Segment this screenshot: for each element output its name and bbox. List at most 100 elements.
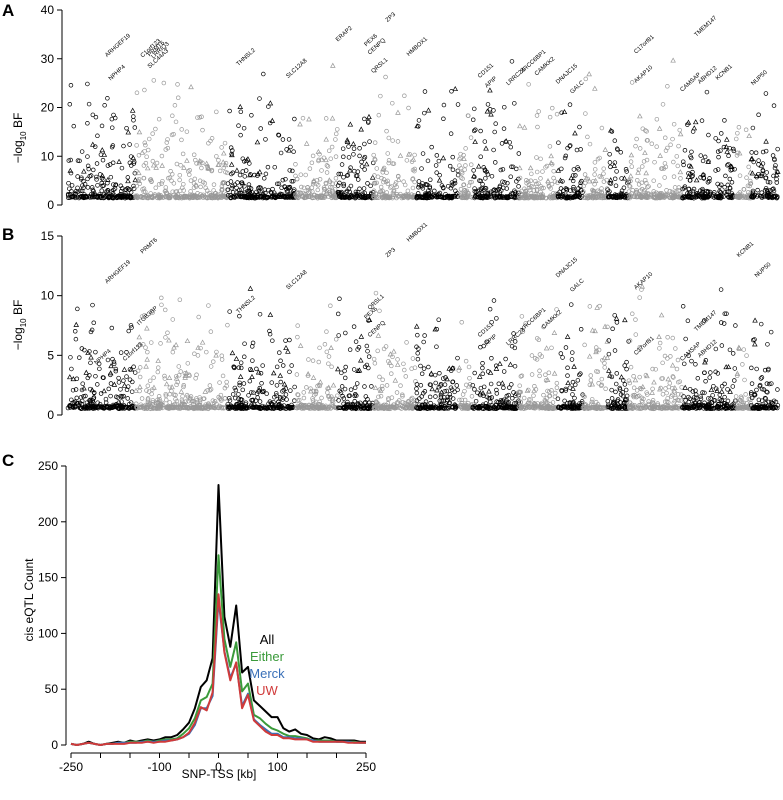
- data-point: [612, 138, 618, 143]
- data-point: [91, 320, 96, 326]
- data-point: [521, 395, 527, 401]
- data-point: [166, 374, 173, 380]
- data-point: [274, 391, 279, 396]
- data-point: [680, 159, 686, 164]
- data-point: [328, 156, 333, 161]
- data-point: [461, 155, 467, 161]
- data-point: [670, 335, 676, 341]
- data-point: [325, 384, 332, 390]
- data-point: [405, 188, 411, 194]
- data-point: [347, 189, 352, 195]
- data-point: [756, 158, 761, 163]
- data-point: [631, 374, 636, 379]
- data-point: [376, 394, 381, 400]
- data-point: [575, 378, 581, 383]
- data-point: [105, 163, 111, 168]
- data-point: [97, 366, 102, 372]
- data-point: [213, 352, 219, 358]
- data-point: [722, 394, 727, 400]
- data-point: [165, 404, 170, 410]
- data-point: [516, 151, 522, 156]
- data-point: [476, 373, 483, 379]
- data-point: [485, 102, 491, 107]
- data-point: [562, 403, 567, 409]
- data-point: [196, 158, 203, 164]
- data-point: [390, 100, 395, 106]
- data-point: [402, 367, 407, 373]
- data-point: [337, 296, 342, 301]
- data-point: [508, 174, 513, 179]
- data-point: [400, 394, 405, 399]
- data-point: [335, 311, 341, 317]
- data-point: [570, 379, 576, 385]
- data-point: [80, 183, 85, 188]
- gene-label: KCNB1: [715, 63, 734, 81]
- data-point: [523, 321, 528, 326]
- data-point: [771, 194, 776, 199]
- data-point: [173, 119, 179, 125]
- data-point: [486, 406, 492, 412]
- data-point: [422, 110, 427, 116]
- data-point: [395, 139, 401, 144]
- data-point: [342, 405, 347, 410]
- data-point: [236, 123, 241, 128]
- data-point: [310, 358, 316, 363]
- data-point: [371, 194, 376, 199]
- data-point: [543, 405, 548, 410]
- data-point: [409, 366, 414, 371]
- data-point: [607, 160, 613, 165]
- data-point: [656, 333, 662, 340]
- data-point: [642, 177, 648, 183]
- data-point: [116, 158, 122, 164]
- data-point: [111, 381, 118, 387]
- data-point: [204, 188, 210, 193]
- data-point: [518, 399, 523, 405]
- data-point: [670, 374, 676, 379]
- data-point: [573, 173, 578, 178]
- data-point: [527, 195, 532, 201]
- data-point: [456, 368, 462, 373]
- data-point: [94, 177, 99, 182]
- data-point: [666, 400, 671, 405]
- data-point: [378, 93, 383, 99]
- data-point: [707, 193, 712, 199]
- data-point: [581, 183, 586, 189]
- data-point: [156, 194, 161, 200]
- data-point: [134, 90, 140, 96]
- data-point: [677, 169, 684, 175]
- data-point: [509, 59, 515, 64]
- data-point: [129, 389, 135, 394]
- data-point: [632, 392, 637, 398]
- data-point: [771, 173, 776, 179]
- data-point: [67, 186, 72, 191]
- data-point: [266, 104, 271, 109]
- data-point: [354, 173, 360, 178]
- data-point: [611, 162, 618, 168]
- data-point: [395, 176, 402, 182]
- data-point: [195, 353, 201, 358]
- data-point: [75, 306, 80, 312]
- data-point: [294, 176, 300, 182]
- data-point: [352, 398, 357, 404]
- data-point: [643, 190, 648, 196]
- data-point: [365, 181, 370, 186]
- data-point: [335, 366, 341, 372]
- data-point: [414, 195, 419, 201]
- gene-label: ERAP2: [335, 25, 354, 43]
- data-point: [667, 380, 673, 386]
- data-point: [178, 405, 184, 411]
- data-point: [121, 143, 126, 149]
- data-point: [353, 339, 359, 344]
- data-point: [398, 403, 404, 408]
- data-point: [141, 163, 147, 168]
- data-point: [567, 143, 573, 148]
- data-point: [185, 361, 191, 366]
- data-point: [260, 363, 265, 368]
- data-point: [415, 356, 421, 362]
- data-point: [618, 192, 624, 198]
- data-point: [555, 191, 561, 197]
- data-point: [640, 126, 646, 131]
- data-point: [459, 169, 464, 174]
- data-point: [284, 189, 290, 194]
- data-point: [534, 113, 540, 118]
